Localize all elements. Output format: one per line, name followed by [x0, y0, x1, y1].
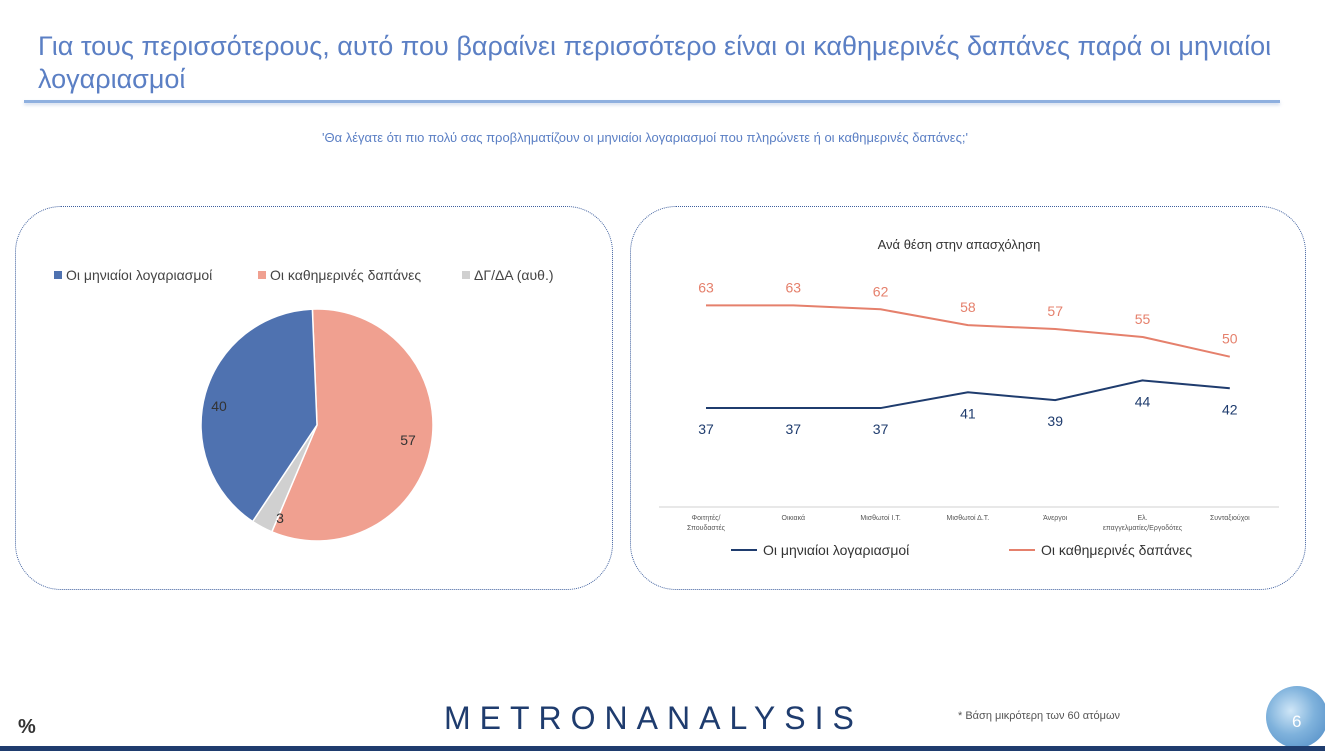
- legend-label: Οι μηνιαίοι λογαριασμοί: [66, 267, 212, 283]
- line-data-label: 57: [1047, 303, 1063, 319]
- line-data-label: 62: [873, 283, 889, 299]
- line-chart: Ανά θέση στην απασχόληση 37 37 37 41 39 44 42 63…: [659, 237, 1279, 558]
- x-tick-label: Συνταξιούχοι: [1210, 514, 1250, 522]
- x-tick-label: Μισθωτοί Ι.Τ.: [860, 514, 900, 522]
- line-data-label: 37: [698, 421, 714, 437]
- line-chart-title: Ανά θέση στην απασχόληση: [878, 237, 1041, 252]
- legend-marker: [54, 271, 62, 279]
- pie-data-label: 40: [211, 398, 227, 414]
- pie-slice: [200, 308, 318, 523]
- legend-label: ΔΓ/ΔΑ (αυθ.): [474, 267, 554, 283]
- series-line: [706, 304, 1231, 358]
- line-data-label: 41: [960, 405, 976, 421]
- page-number: 6: [1292, 712, 1302, 731]
- series-line: [706, 379, 1230, 410]
- pie-data-label: 3: [276, 510, 284, 526]
- title-divider: [24, 100, 1280, 103]
- pie-data-label: 57: [400, 432, 416, 448]
- legend-marker: [258, 271, 266, 279]
- legend-label: Οι καθημερινές δαπάνες: [1041, 542, 1192, 558]
- line-data-label: 50: [1222, 331, 1238, 347]
- pie-chart: Οι μηνιαίοι λογαριασμοί Οι καθημερινές δα…: [54, 267, 554, 542]
- logo: METRONANALYSIS: [444, 700, 863, 736]
- legend-label: Οι μηνιαίοι λογαριασμοί: [763, 542, 909, 558]
- line-data-label: 37: [873, 421, 889, 437]
- line-data-label: 63: [698, 279, 714, 295]
- line-data-label: 58: [960, 299, 976, 315]
- line-data-label: 55: [1135, 311, 1151, 327]
- line-data-label: 42: [1222, 401, 1238, 417]
- x-tick-label: Οικιακά: [782, 514, 806, 522]
- legend-marker: [462, 271, 470, 279]
- bottom-divider: [0, 746, 1325, 751]
- pie-chart-panel: Οι μηνιαίοι λογαριασμοί Οι καθημερινές δα…: [15, 206, 613, 590]
- x-tick-label: Άνεργοι: [1043, 515, 1068, 522]
- footnote: * Βάση μικρότερη των 60 ατόμων: [958, 710, 1121, 722]
- survey-question: 'Θα λέγατε ότι πιο πολύ σας προβληματίζο…: [322, 130, 968, 145]
- page-number-badge: [1266, 686, 1325, 748]
- line-data-label: 44: [1135, 393, 1151, 409]
- line-data-label: 37: [786, 421, 802, 437]
- line-data-label: 63: [786, 279, 802, 295]
- line-chart-panel: Ανά θέση στην απασχόληση 37 37 37 41 39 44 42 63…: [630, 206, 1306, 590]
- legend-label: Οι καθημερινές δαπάνες: [270, 267, 421, 283]
- x-tick-label: Ελ. επαγγελματίες/Εργοδότες: [1103, 515, 1183, 532]
- unit-label: %: [18, 716, 36, 738]
- pie-slice: [270, 308, 434, 542]
- line-data-label: 39: [1047, 413, 1063, 429]
- page-title: Για τους περισσότερους, αυτό που βαραίνε…: [38, 31, 1272, 94]
- x-tick-label: Μισθωτοί Δ.Τ.: [947, 514, 990, 522]
- x-tick-label: Φοιτητές/Σπουδαστές: [687, 514, 726, 532]
